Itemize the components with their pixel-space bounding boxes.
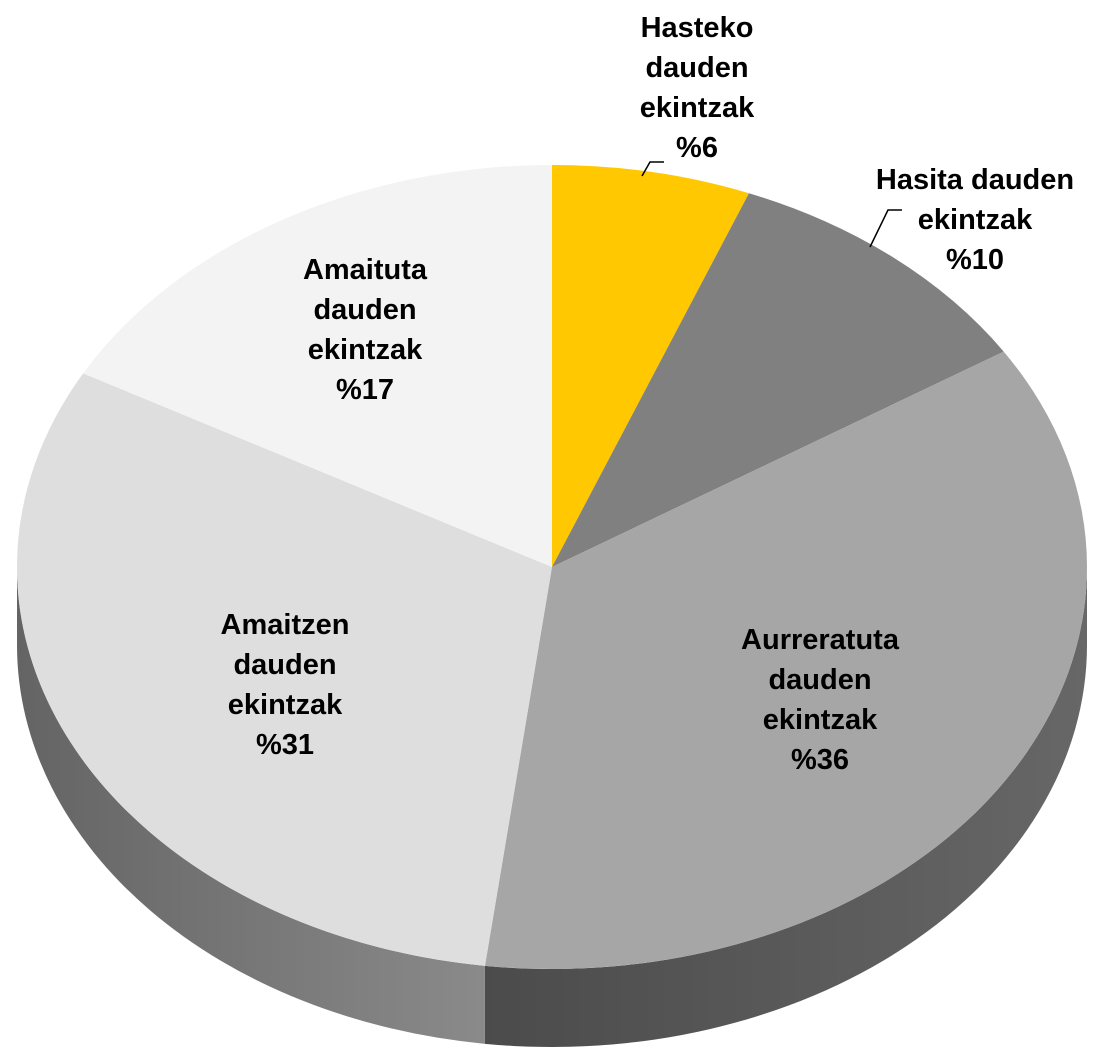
slice	[552, 193, 1004, 567]
slice	[552, 165, 749, 567]
value-label: %36	[790, 744, 850, 776]
value-label: %17	[335, 374, 395, 406]
value-label: %6	[676, 132, 718, 164]
slice-side	[484, 567, 1087, 1047]
slice-label: Hasita dauden ekintzak	[875, 164, 1075, 236]
value-label: %10	[945, 244, 1005, 276]
slice	[484, 351, 1087, 969]
slice-label: Amaitzen dauden ekintzak	[220, 609, 350, 721]
slice-side	[17, 567, 485, 1044]
slice-label: Amaituta dauden ekintzak	[302, 254, 428, 366]
leader-line	[641, 161, 664, 177]
slice	[16, 373, 552, 966]
slice-label: Aurreratuta dauden ekintzak	[741, 624, 899, 736]
leader-line	[869, 209, 902, 248]
slice	[83, 165, 552, 567]
value-label: %31	[255, 729, 315, 761]
slice-label: Hasteko dauden ekintzak	[639, 12, 755, 124]
